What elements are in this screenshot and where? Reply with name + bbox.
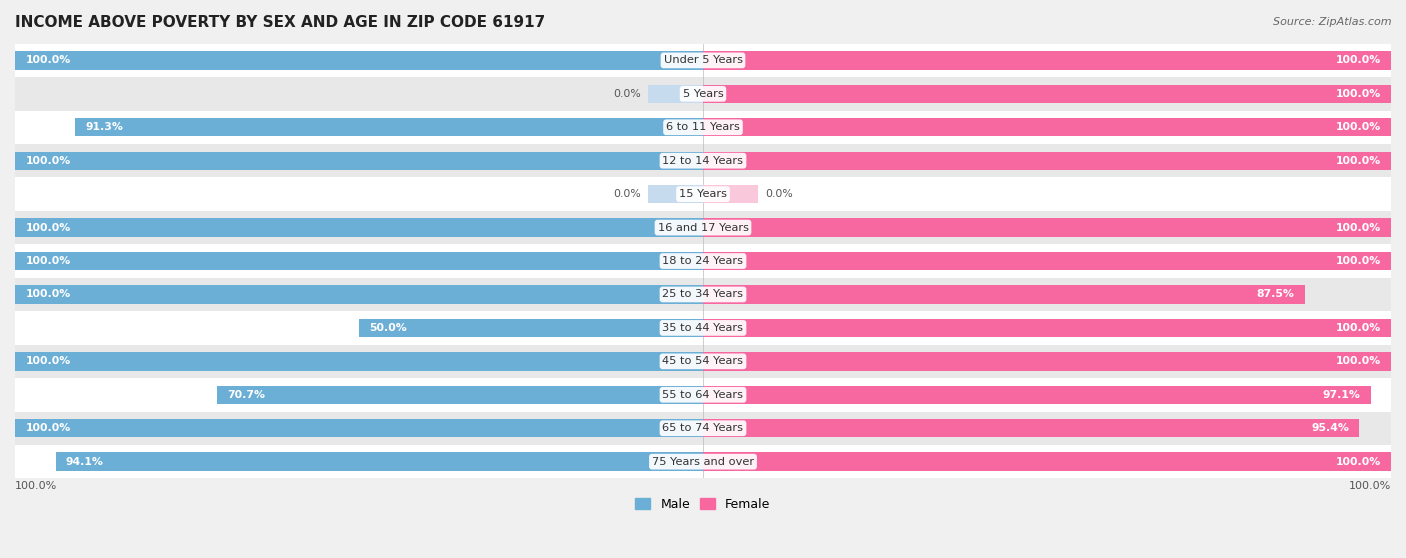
Text: 94.1%: 94.1%	[66, 456, 104, 466]
Bar	[703, 319, 1391, 337]
Text: 55 to 64 Years: 55 to 64 Years	[662, 390, 744, 400]
Bar	[15, 445, 1391, 478]
Bar	[15, 244, 1391, 278]
Bar	[703, 85, 1391, 103]
Text: Under 5 Years: Under 5 Years	[664, 55, 742, 65]
Bar	[15, 44, 1391, 77]
Text: 100.0%: 100.0%	[1336, 456, 1381, 466]
Bar	[15, 77, 1391, 110]
Text: 100.0%: 100.0%	[1336, 323, 1381, 333]
Bar	[703, 352, 1391, 371]
Text: 45 to 54 Years: 45 to 54 Years	[662, 357, 744, 367]
Bar	[648, 85, 703, 103]
Bar	[15, 311, 1391, 345]
Bar	[703, 252, 1391, 270]
Text: 97.1%: 97.1%	[1323, 390, 1361, 400]
Text: 65 to 74 Years: 65 to 74 Years	[662, 423, 744, 433]
Text: 6 to 11 Years: 6 to 11 Years	[666, 122, 740, 132]
Bar	[15, 252, 703, 270]
Text: 100.0%: 100.0%	[25, 256, 70, 266]
Text: 70.7%: 70.7%	[226, 390, 264, 400]
Text: 25 to 34 Years: 25 to 34 Years	[662, 290, 744, 300]
Bar	[217, 386, 703, 404]
Bar	[15, 419, 703, 437]
Text: 100.0%: 100.0%	[1348, 481, 1391, 490]
Bar	[15, 110, 1391, 144]
Text: 18 to 24 Years: 18 to 24 Years	[662, 256, 744, 266]
Bar	[15, 352, 703, 371]
Text: 0.0%: 0.0%	[613, 189, 641, 199]
Text: 0.0%: 0.0%	[765, 189, 793, 199]
Bar	[15, 378, 1391, 411]
Bar	[648, 185, 703, 203]
Bar	[703, 118, 1391, 137]
Bar	[703, 419, 1360, 437]
Text: 12 to 14 Years: 12 to 14 Years	[662, 156, 744, 166]
Text: 0.0%: 0.0%	[613, 89, 641, 99]
Text: 16 and 17 Years: 16 and 17 Years	[658, 223, 748, 233]
Text: 100.0%: 100.0%	[1336, 122, 1381, 132]
Text: 100.0%: 100.0%	[25, 423, 70, 433]
Bar	[15, 152, 703, 170]
Text: 95.4%: 95.4%	[1312, 423, 1348, 433]
Text: 91.3%: 91.3%	[86, 122, 124, 132]
Bar	[703, 285, 1305, 304]
Bar	[15, 177, 1391, 211]
Bar	[15, 211, 1391, 244]
Bar	[15, 345, 1391, 378]
Bar	[15, 278, 1391, 311]
Text: 50.0%: 50.0%	[370, 323, 408, 333]
Legend: Male, Female: Male, Female	[630, 493, 776, 516]
Text: 15 Years: 15 Years	[679, 189, 727, 199]
Bar	[15, 51, 703, 70]
Text: 100.0%: 100.0%	[1336, 55, 1381, 65]
Bar	[703, 152, 1391, 170]
Text: Source: ZipAtlas.com: Source: ZipAtlas.com	[1274, 17, 1392, 27]
Bar	[15, 411, 1391, 445]
Bar	[15, 144, 1391, 177]
Text: 100.0%: 100.0%	[1336, 223, 1381, 233]
Bar	[703, 218, 1391, 237]
Bar	[56, 453, 703, 471]
Text: 100.0%: 100.0%	[1336, 89, 1381, 99]
Text: 100.0%: 100.0%	[1336, 156, 1381, 166]
Bar	[703, 51, 1391, 70]
Bar	[15, 218, 703, 237]
Text: 75 Years and over: 75 Years and over	[652, 456, 754, 466]
Text: 87.5%: 87.5%	[1257, 290, 1295, 300]
Text: INCOME ABOVE POVERTY BY SEX AND AGE IN ZIP CODE 61917: INCOME ABOVE POVERTY BY SEX AND AGE IN Z…	[15, 15, 546, 30]
Bar	[359, 319, 703, 337]
Text: 5 Years: 5 Years	[683, 89, 723, 99]
Text: 100.0%: 100.0%	[1336, 357, 1381, 367]
Bar	[75, 118, 703, 137]
Text: 100.0%: 100.0%	[25, 55, 70, 65]
Bar	[703, 185, 758, 203]
Text: 100.0%: 100.0%	[25, 290, 70, 300]
Text: 100.0%: 100.0%	[25, 357, 70, 367]
Bar	[703, 386, 1371, 404]
Bar	[15, 285, 703, 304]
Bar	[703, 453, 1391, 471]
Text: 100.0%: 100.0%	[25, 223, 70, 233]
Text: 100.0%: 100.0%	[15, 481, 58, 490]
Text: 35 to 44 Years: 35 to 44 Years	[662, 323, 744, 333]
Text: 100.0%: 100.0%	[25, 156, 70, 166]
Text: 100.0%: 100.0%	[1336, 256, 1381, 266]
